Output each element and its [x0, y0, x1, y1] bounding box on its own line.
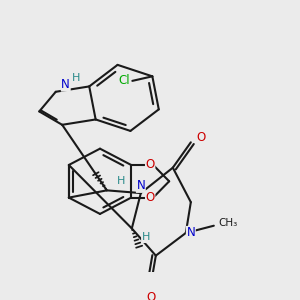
Text: O: O	[146, 158, 155, 172]
Text: H: H	[72, 73, 80, 83]
Text: Cl: Cl	[118, 74, 130, 87]
Text: H: H	[142, 232, 150, 242]
Text: N: N	[136, 179, 145, 192]
Text: O: O	[196, 131, 206, 144]
Text: O: O	[146, 191, 155, 204]
Text: CH₃: CH₃	[218, 218, 237, 228]
Text: H: H	[117, 176, 125, 186]
Text: O: O	[146, 291, 155, 300]
Text: N: N	[61, 78, 70, 91]
Text: N: N	[186, 226, 195, 239]
